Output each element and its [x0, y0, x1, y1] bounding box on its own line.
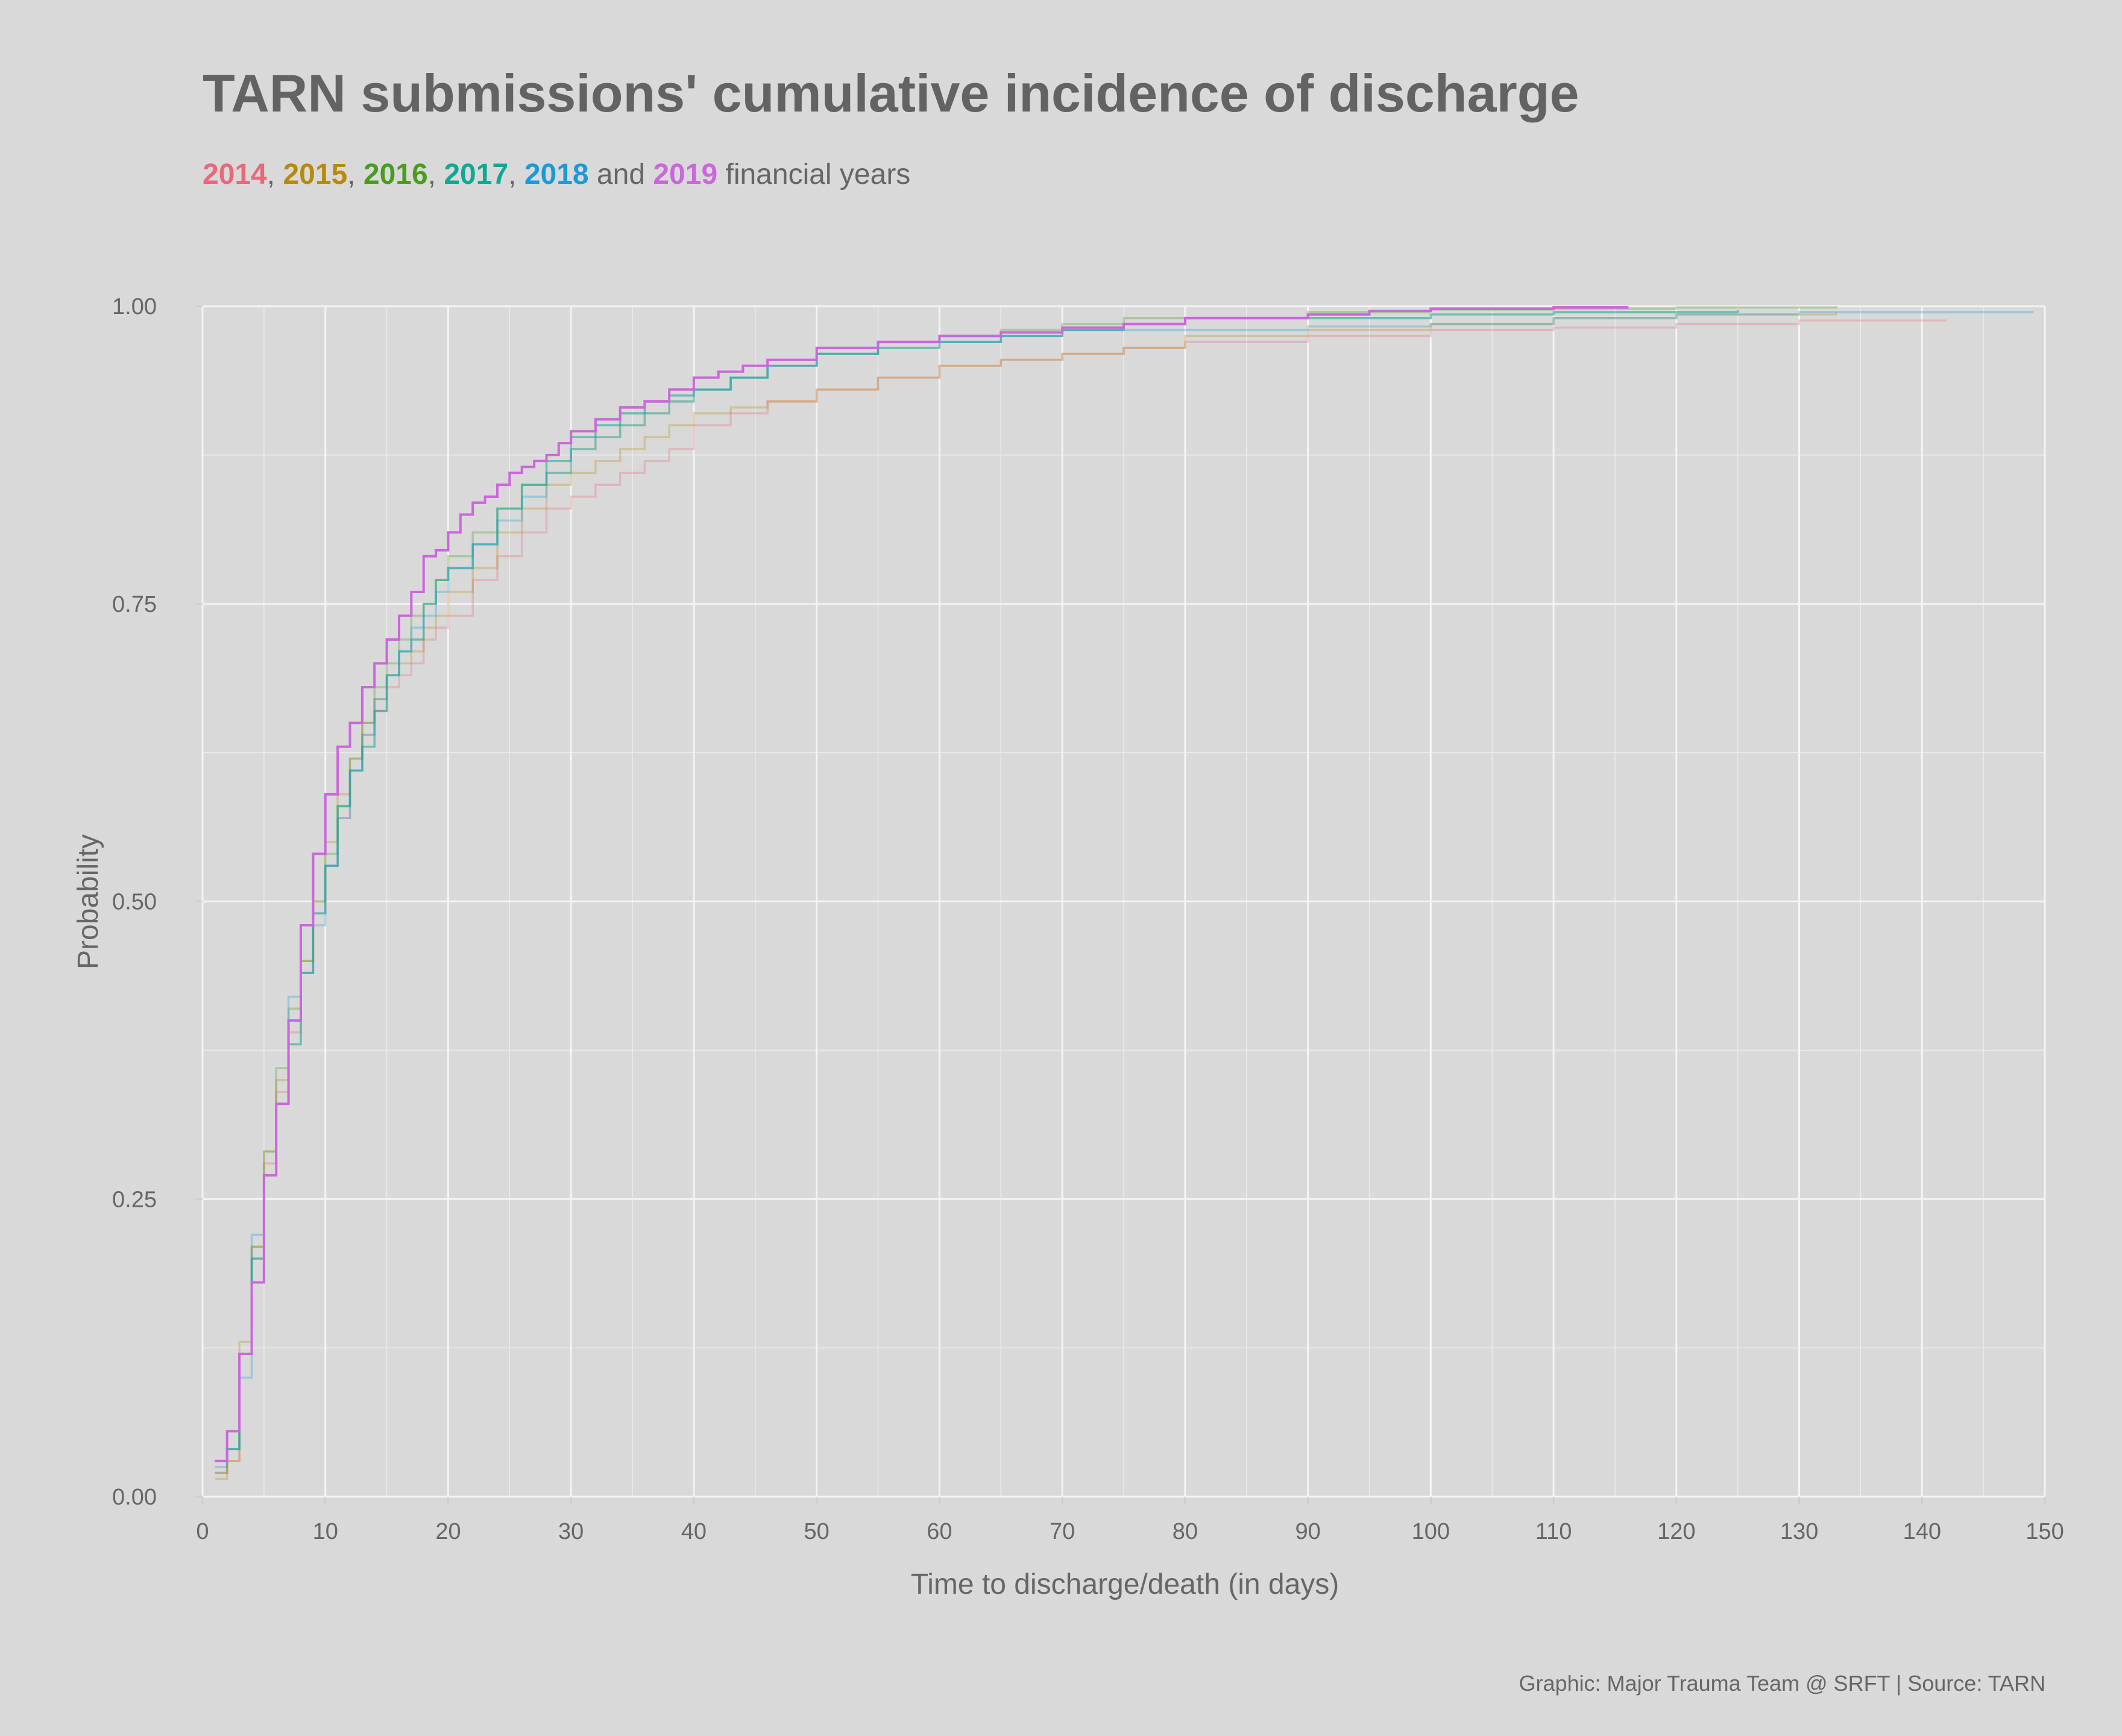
subtitle-separator: , [427, 159, 444, 190]
subtitle-year-2016: 2016 [363, 159, 428, 190]
subtitle-year-2014: 2014 [203, 159, 267, 190]
subtitle-suffix: financial years [717, 159, 911, 190]
y-axis-label: Probability [72, 834, 104, 969]
chart-title: TARN submissions' cumulative incidence o… [203, 63, 1579, 123]
x-axis: 0 10 20 30 40 50 60 70 80 90 100 110 120 130 140 150 [196, 1497, 2064, 1544]
x-tick-label: 0 [196, 1519, 209, 1544]
series-line-2015 [215, 312, 1837, 1480]
grid [201, 305, 2046, 1498]
subtitle-year-2017: 2017 [444, 159, 509, 190]
subtitle-year-2018: 2018 [524, 159, 589, 190]
subtitle-year-2015: 2015 [283, 159, 348, 190]
chart-subtitle: 2014, 2015, 2016, 2017, 2018 and 2019 fi… [203, 158, 910, 191]
x-tick-label: 30 [558, 1519, 584, 1544]
source-caption: Graphic: Major Trauma Team @ SRFT | Sour… [1519, 1671, 2046, 1696]
x-tick-label: 80 [1173, 1519, 1198, 1544]
subtitle-separator: , [347, 159, 364, 190]
x-axis-label: Time to discharge/death (in days) [911, 1568, 1340, 1600]
y-tick-label: 0.50 [112, 890, 157, 915]
x-tick-label: 100 [1412, 1519, 1450, 1544]
x-tick-label: 150 [2026, 1519, 2064, 1544]
y-tick-label: 0.75 [112, 592, 157, 617]
x-tick-label: 120 [1657, 1519, 1695, 1544]
y-axis: 0.00 0.25 0.50 0.75 1.00 [112, 294, 203, 1510]
x-tick-label: 90 [1295, 1519, 1320, 1544]
y-tick-label: 0.25 [112, 1187, 157, 1212]
x-tick-label: 50 [804, 1519, 830, 1544]
y-tick-label: 1.00 [112, 294, 157, 319]
x-tick-label: 40 [681, 1519, 707, 1544]
x-tick-label: 130 [1780, 1519, 1818, 1544]
subtitle-separator: , [266, 159, 283, 190]
series-line-2014 [215, 319, 1947, 1474]
x-tick-label: 10 [313, 1519, 338, 1544]
series-line-2019 [215, 306, 1629, 1462]
x-tick-label: 20 [435, 1519, 461, 1544]
series-line-2016 [215, 306, 1837, 1474]
x-tick-label: 140 [1903, 1519, 1941, 1544]
x-tick-label: 70 [1050, 1519, 1075, 1544]
series-lines [215, 306, 2034, 1480]
y-tick-label: 0.00 [112, 1485, 157, 1510]
x-tick-label: 110 [1535, 1519, 1572, 1544]
subtitle-and: and [588, 159, 653, 190]
series-line-2017 [215, 309, 1739, 1462]
subtitle-year-2019: 2019 [653, 159, 718, 190]
subtitle-separator: , [508, 159, 524, 190]
x-tick-label: 60 [927, 1519, 952, 1544]
